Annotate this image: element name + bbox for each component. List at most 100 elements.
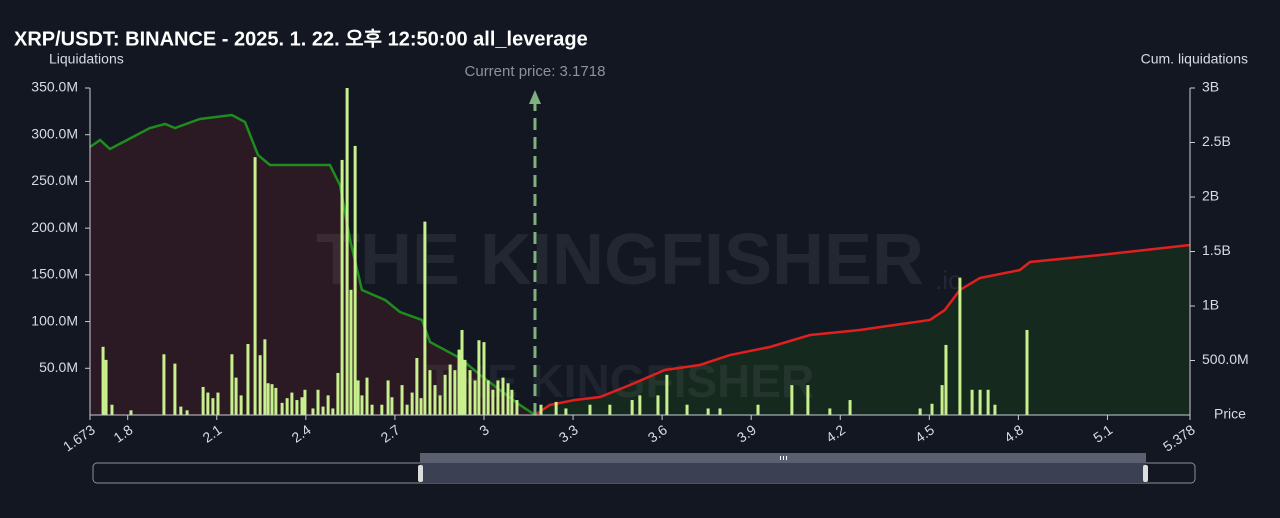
bar <box>239 395 243 415</box>
bar <box>554 401 558 415</box>
bar <box>453 370 457 415</box>
bar <box>316 389 320 415</box>
bar <box>438 395 442 415</box>
bar <box>468 370 472 415</box>
bar <box>263 339 267 415</box>
bar <box>405 404 409 415</box>
bar <box>211 398 215 415</box>
bar <box>400 385 404 415</box>
y-tick-label: 150.0M <box>31 266 78 282</box>
bar <box>230 354 234 415</box>
bar <box>685 404 689 415</box>
bar <box>630 400 634 415</box>
bar <box>415 358 419 415</box>
bar <box>295 400 299 415</box>
bar <box>756 404 760 415</box>
bar <box>110 404 114 415</box>
y-tick-label: 350.0M <box>31 79 78 95</box>
y2-tick-label: 500.0M <box>1202 351 1249 367</box>
bar <box>564 408 568 415</box>
bar <box>390 397 394 415</box>
bar <box>463 359 467 415</box>
bar <box>510 389 514 415</box>
chart-title: XRP/USDT: BINANCE - 2025. 1. 22. 오후 12:5… <box>14 27 588 50</box>
bar <box>828 408 832 415</box>
cumulative-line <box>534 243 1191 417</box>
scrollbar-window[interactable] <box>420 463 1146 483</box>
bar <box>386 380 390 415</box>
bar <box>848 400 852 415</box>
bar <box>331 408 335 415</box>
bar <box>443 374 447 415</box>
bar <box>419 398 423 415</box>
bar <box>206 392 210 415</box>
bar <box>258 355 262 415</box>
scrollbar-handle[interactable] <box>1143 465 1148 482</box>
bar <box>665 374 669 415</box>
bar <box>970 389 974 415</box>
scrollbar-handle[interactable] <box>418 465 423 482</box>
y2-axis-label: Cum. liquidations <box>1141 51 1248 67</box>
y2-tick-label: 2B <box>1202 188 1219 204</box>
bar <box>539 404 543 415</box>
bar <box>656 395 660 415</box>
bar <box>336 372 340 415</box>
y2-tick-label: 1.5B <box>1202 242 1231 258</box>
grip <box>786 456 787 460</box>
bar <box>285 398 289 415</box>
bar <box>201 386 205 415</box>
bar <box>370 404 374 415</box>
bar <box>380 404 384 415</box>
grip <box>780 456 781 460</box>
bar <box>270 384 274 415</box>
y-tick-label: 50.0M <box>39 359 78 375</box>
bar <box>718 408 722 415</box>
bar <box>482 342 486 415</box>
watermark: THE KINGFISHER <box>316 220 924 300</box>
bar <box>448 364 452 415</box>
y-tick-label: 100.0M <box>31 312 78 328</box>
grip <box>783 456 784 460</box>
bar <box>104 359 108 415</box>
bar <box>608 404 612 415</box>
bar <box>129 410 133 415</box>
bar <box>179 406 183 415</box>
y2-tick-label: 1B <box>1202 297 1219 313</box>
bar <box>321 406 325 415</box>
bar <box>340 159 344 415</box>
y2-tick-label: 3B <box>1202 79 1219 95</box>
bar <box>185 410 189 415</box>
bar <box>216 392 220 415</box>
bar <box>706 408 710 415</box>
bar <box>290 392 294 415</box>
bar <box>501 377 505 415</box>
bar <box>473 380 477 415</box>
x-axis-label: Price <box>1214 406 1246 422</box>
bar <box>588 404 592 415</box>
bar <box>486 380 490 415</box>
bar <box>1025 329 1029 415</box>
current-price-arrow <box>528 90 541 104</box>
bar <box>300 397 304 415</box>
bar <box>345 88 349 415</box>
current-price-label: Current price: 3.1718 <box>465 63 606 80</box>
bar <box>365 377 369 415</box>
bar <box>410 392 414 415</box>
bar <box>101 346 105 415</box>
y2-tick-label: 2.5B <box>1202 133 1231 149</box>
bar <box>234 377 238 415</box>
bar <box>349 289 353 415</box>
bar <box>958 277 962 415</box>
watermark: THE KINGFISHER <box>426 355 814 407</box>
bar <box>326 395 330 415</box>
bar <box>433 385 437 415</box>
bar <box>173 363 177 415</box>
bar <box>280 402 284 415</box>
bar <box>638 395 642 415</box>
y-tick-label: 300.0M <box>31 125 78 141</box>
bar <box>506 383 510 415</box>
bar <box>303 389 307 415</box>
bar <box>311 408 315 415</box>
bar <box>423 221 427 415</box>
